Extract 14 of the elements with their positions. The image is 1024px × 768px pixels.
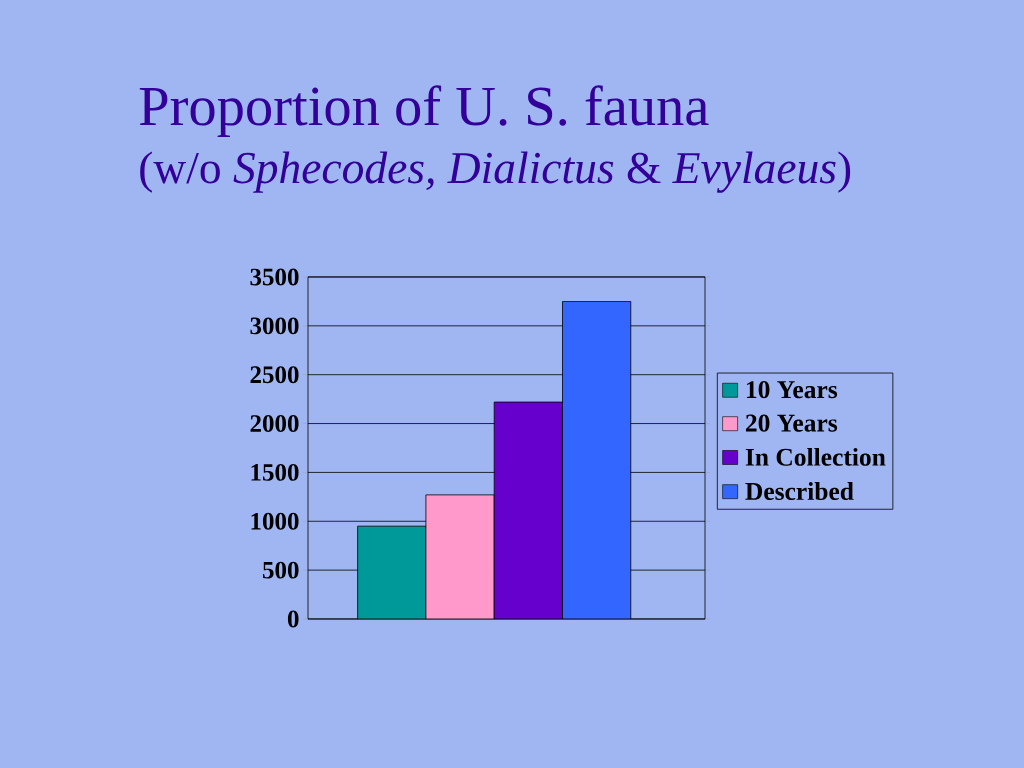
- y-tick-label: 0: [287, 610, 299, 628]
- y-tick-label: 1000: [251, 512, 299, 530]
- y-tick-label: 3500: [250, 268, 299, 286]
- legend-label: In Collection: [745, 447, 886, 466]
- y-tick-label: 2500: [250, 366, 299, 384]
- y-tick-label: 3000: [250, 317, 299, 335]
- y-tick-label: 1500: [251, 463, 299, 481]
- y-tick-label: 2000: [250, 415, 299, 432]
- legend-label: 20 Years: [745, 414, 838, 432]
- chart-title: Proportion of U. S. fauna: [139, 85, 709, 138]
- legend-label: 10 Years: [746, 381, 838, 399]
- y-tick-label: 500: [262, 561, 299, 579]
- chart-subtitle: (w/o Sphecodes, Dialictus & Evylaeus): [140, 151, 851, 193]
- legend-label: Described: [745, 482, 854, 501]
